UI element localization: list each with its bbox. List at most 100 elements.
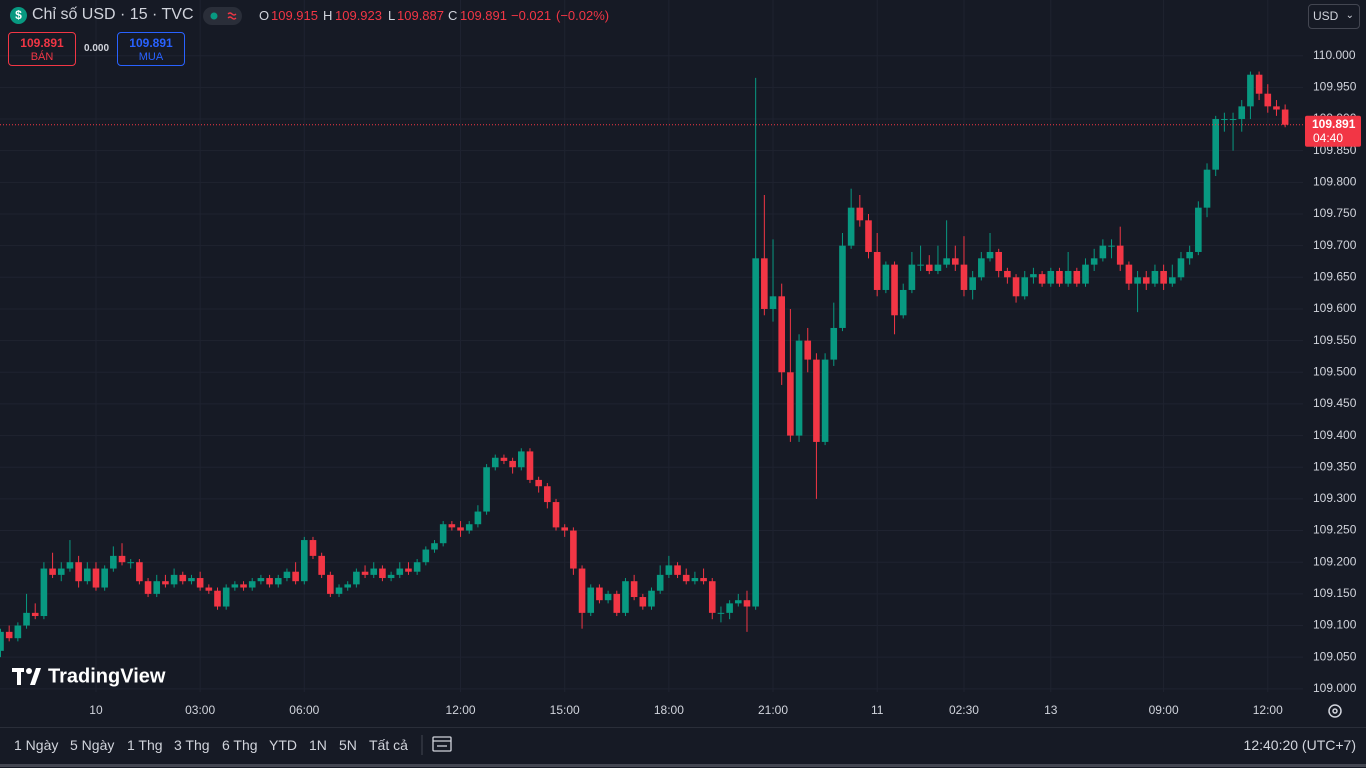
candle-body: [301, 540, 308, 582]
candle-body: [5, 631, 13, 639]
y-tick-label: 109.050: [1313, 649, 1357, 663]
currency-dropdown[interactable]: USD ⌄: [1308, 4, 1360, 29]
candle-body: [361, 571, 369, 575]
status-icons: [210, 12, 237, 20]
candle-body: [23, 612, 30, 626]
candle-body: [882, 264, 890, 290]
candle-body: [1264, 93, 1272, 107]
y-tick-label: 109.150: [1313, 586, 1357, 600]
candle-body: [682, 574, 690, 582]
countdown: 04:40: [1313, 131, 1343, 145]
range-button[interactable]: 5N: [339, 737, 357, 753]
candle-body: [1099, 245, 1107, 259]
candle-body: [648, 590, 655, 607]
buy-button[interactable]: 109.891 MUA: [117, 32, 185, 66]
candle-body: [92, 568, 100, 588]
candle-body: [309, 540, 317, 556]
candle-body: [535, 479, 542, 487]
range-button[interactable]: 1 Ngày: [14, 737, 59, 753]
candle-body: [613, 593, 621, 613]
candle-body: [1021, 277, 1029, 297]
candle-body: [118, 555, 126, 563]
candle-body: [978, 258, 985, 278]
candle-body: [136, 562, 143, 582]
candle-body: [170, 574, 178, 585]
candle-body: [665, 565, 673, 575]
candle-body: [344, 584, 351, 588]
candle-body: [248, 581, 256, 588]
candle-body: [726, 603, 733, 613]
candle-body: [75, 562, 82, 582]
range-button[interactable]: 3 Thg: [174, 737, 210, 753]
symbol-icon: $: [10, 7, 27, 24]
change-value: −0.021: [511, 8, 552, 23]
date-range-icon[interactable]: [432, 736, 452, 752]
candle-body: [1012, 277, 1020, 297]
x-tick-label: 15:00: [550, 703, 580, 717]
range-button[interactable]: 5 Ngày: [70, 737, 115, 753]
candle-body: [379, 568, 386, 579]
candle-body: [448, 524, 456, 528]
candle-body: [353, 571, 360, 585]
candle-body: [214, 590, 221, 607]
candle-body: [483, 467, 490, 512]
range-button[interactable]: YTD: [269, 737, 297, 753]
candle-body: [387, 574, 395, 579]
candle-body: [1229, 119, 1237, 121]
candle-body: [500, 457, 508, 461]
range-button[interactable]: 6 Thg: [222, 737, 258, 753]
candle-body: [717, 612, 725, 614]
y-tick-label: 109.600: [1313, 301, 1357, 315]
candle-body: [283, 571, 291, 579]
range-button[interactable]: Tất cả: [369, 737, 408, 753]
sell-button[interactable]: 109.891 BÁN: [8, 32, 76, 66]
candle-body: [943, 258, 950, 265]
candle-body: [952, 258, 959, 265]
candle-body: [491, 457, 499, 468]
settings-icon[interactable]: [1328, 704, 1342, 718]
candle-body: [1238, 106, 1246, 120]
candle-body: [240, 584, 247, 588]
candle-body: [335, 587, 343, 594]
symbol-title: Chỉ số USD · 15 · TVC: [32, 6, 194, 23]
candle-body: [752, 258, 759, 607]
candle-body: [1160, 270, 1167, 284]
status-pill[interactable]: [203, 7, 242, 25]
buy-label: MUA: [138, 51, 164, 63]
candle-body: [604, 593, 612, 601]
y-tick-label: 109.750: [1313, 206, 1357, 220]
y-tick-label: 109.100: [1313, 618, 1357, 632]
range-button[interactable]: 1 Thg: [127, 737, 163, 753]
candle-body: [396, 568, 404, 575]
candle-body: [1047, 270, 1055, 284]
candle-body: [899, 289, 907, 316]
candle-body: [1221, 119, 1228, 121]
candle-body: [1056, 270, 1063, 284]
close-value: 109.891: [460, 8, 507, 23]
x-tick-label: 10: [89, 703, 103, 717]
candle-body: [127, 562, 134, 564]
x-tick-label: 06:00: [289, 703, 319, 717]
candle-body: [839, 245, 846, 328]
candle-body: [144, 581, 152, 594]
candle-body: [266, 578, 273, 585]
high-value: 109.923: [335, 8, 382, 23]
candle-body: [656, 574, 664, 591]
low-value: 109.887: [397, 8, 444, 23]
x-tick-label: 03:00: [185, 703, 215, 717]
buy-price: 109.891: [129, 36, 173, 50]
candle-body: [405, 568, 412, 572]
candle-body: [474, 511, 482, 525]
high-letter: H: [323, 8, 333, 23]
candle-body: [761, 258, 768, 309]
candle-body: [969, 277, 976, 290]
candle-body: [1169, 277, 1176, 284]
last-price-badge: [1305, 115, 1361, 147]
candle-body: [66, 562, 74, 569]
candle-body: [960, 264, 968, 290]
candle-body: [596, 587, 603, 601]
candle-body: [413, 562, 421, 572]
range-button[interactable]: 1N: [309, 737, 327, 753]
